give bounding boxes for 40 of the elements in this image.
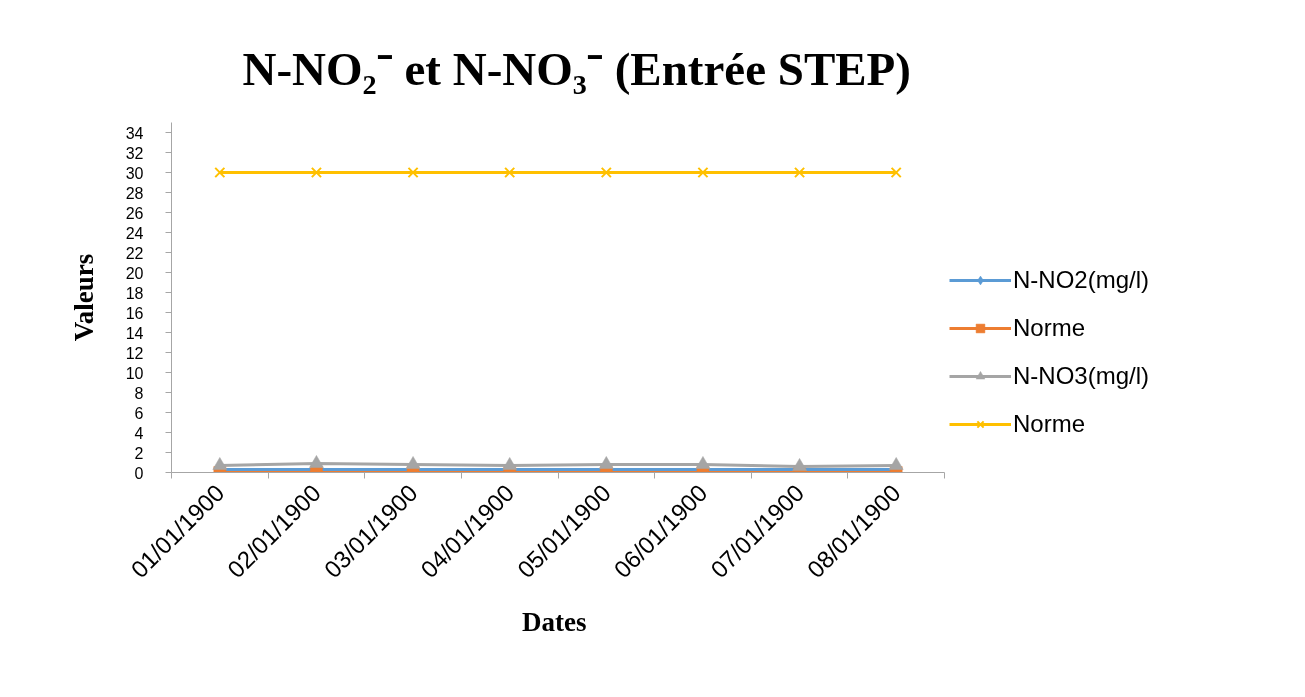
y-tick-label: 8: [134, 384, 144, 402]
y-tick-label: 24: [125, 224, 144, 242]
point: [214, 166, 226, 179]
y-tick-label: 20: [125, 264, 144, 282]
y-tick-label: 18: [125, 284, 144, 302]
point: [600, 166, 612, 179]
point: [890, 166, 902, 179]
point: [309, 455, 324, 468]
y-tick-label: 2: [134, 444, 144, 462]
point: [212, 457, 228, 470]
point: [695, 456, 711, 469]
point: [502, 457, 517, 470]
legend-label: Norme: [1013, 410, 1086, 438]
y-tick-label: 6: [134, 404, 144, 422]
point: [599, 456, 614, 469]
chart-title: N-NO₂⁻ et N-NO₃⁻ (Entrée STEP): [242, 42, 911, 95]
point: [793, 166, 806, 179]
y-tick-label: 32: [125, 144, 144, 162]
y-tick-label: 12: [125, 344, 144, 362]
y-tick-label: 0: [134, 464, 144, 482]
x-axis-title: Dates: [522, 606, 587, 637]
legend-label: Norme: [1013, 314, 1086, 342]
y-tick-label: 16: [125, 304, 144, 322]
legend-label: N-NO3(mg/l): [1013, 362, 1149, 390]
y-tick-label: 14: [125, 324, 144, 342]
y-tick-label: 28: [125, 184, 144, 202]
point: [407, 166, 419, 179]
y-tick-label: 30: [125, 164, 144, 182]
y-tick-label: 34: [125, 124, 144, 142]
point: [888, 457, 904, 470]
y-tick-label: 4: [134, 424, 144, 442]
point: [504, 166, 516, 179]
y-tick-label: 26: [125, 204, 144, 222]
point: [310, 166, 323, 179]
point: [405, 456, 421, 469]
legend-label: N-NO2(mg/l): [1013, 266, 1149, 294]
y-tick-label: 10: [125, 364, 144, 382]
y-tick-label: 22: [125, 244, 144, 262]
point: [697, 166, 709, 179]
y-axis-title: Valeurs: [68, 253, 99, 342]
